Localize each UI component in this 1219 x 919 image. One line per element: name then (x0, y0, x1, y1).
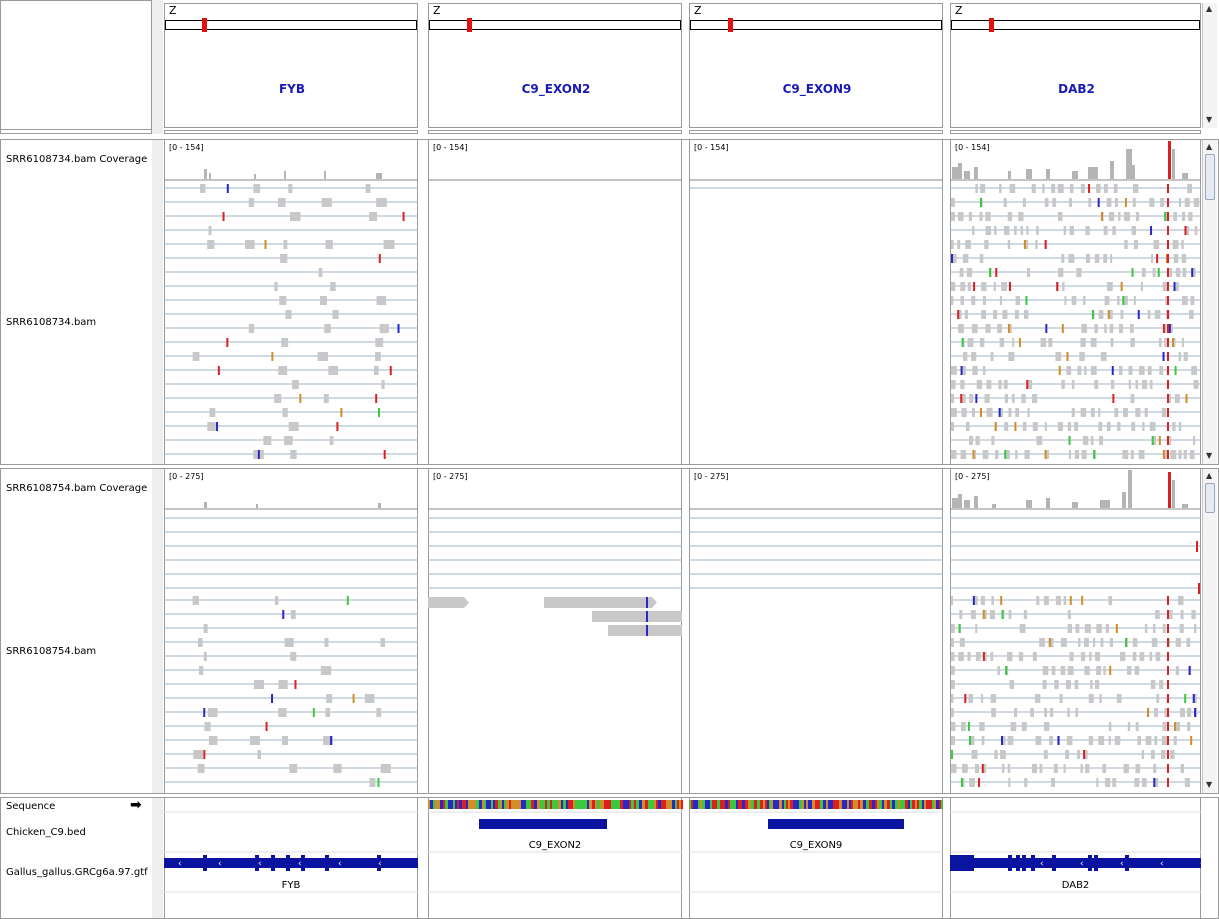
sample1-column-2[interactable] (428, 140, 682, 464)
ideogram-position-marker (202, 18, 207, 32)
scroll-up-arrow-icon[interactable]: ▲ (1206, 471, 1213, 480)
name-panel-header (0, 0, 152, 130)
locus-panel-dab2[interactable]: Z DAB2 (950, 3, 1201, 128)
header-scrollbar[interactable]: ▲ ▼ (1202, 3, 1217, 128)
scroll-down-arrow-icon[interactable]: ▼ (1206, 780, 1213, 789)
ideogram-position-marker (989, 18, 994, 32)
coverage-range-label: [0 - 154] (169, 143, 204, 152)
locus-name: DAB2 (1058, 82, 1095, 96)
header-bottom-strip (689, 130, 943, 134)
feature-column-1[interactable] (164, 798, 418, 918)
attribute-gutter-feature (152, 798, 163, 918)
locus-panel-c9-exon2[interactable]: Z C9_EXON2 (428, 3, 682, 128)
header-divider (0, 130, 152, 134)
coverage-range-label: [0 - 275] (433, 472, 468, 481)
sample2-column-2[interactable] (428, 469, 682, 793)
header-bottom-strip (428, 130, 682, 134)
sample1-column-3[interactable] (689, 140, 943, 464)
ideogram-position-marker (728, 18, 733, 32)
sample1-column-1[interactable] (164, 140, 418, 464)
strand-arrow-icon[interactable]: ➡ (130, 797, 142, 813)
bed-feature-label[interactable]: C9_EXON9 (789, 840, 843, 851)
locus-name: C9_EXON2 (521, 82, 591, 96)
ideogram-position-marker (467, 18, 472, 32)
sample2-column-1[interactable] (164, 469, 418, 793)
gtf-feature-label[interactable]: DAB2 (1061, 880, 1090, 891)
locus-panel-c9-exon9[interactable]: Z C9_EXON9 (689, 3, 943, 128)
chromosome-label: Z (955, 4, 963, 17)
coverage-range-label: [0 - 275] (955, 472, 990, 481)
sample2-column-3[interactable] (689, 469, 943, 793)
sample1-column-4[interactable] (950, 140, 1201, 464)
scroll-thumb[interactable] (1205, 483, 1215, 513)
attribute-gutter-sample1 (152, 140, 163, 464)
chromosome-ideogram[interactable] (690, 18, 942, 32)
header-bottom-strip (164, 130, 418, 134)
bed-track-label[interactable]: Chicken_C9.bed (6, 827, 86, 838)
alignment-track-label[interactable]: SRR6108754.bam (6, 646, 97, 657)
scroll-up-arrow-icon[interactable]: ▲ (1206, 142, 1213, 151)
attribute-gutter-header (152, 0, 163, 134)
alignment-track-label[interactable]: SRR6108734.bam (6, 317, 97, 328)
gtf-track-label[interactable]: Gallus_gallus.GRCg6a.97.gtf (6, 867, 148, 878)
feature-column-4[interactable] (950, 798, 1201, 918)
coverage-range-label: [0 - 275] (169, 472, 204, 481)
attribute-gutter-sample2 (152, 469, 163, 793)
scroll-thumb[interactable] (1205, 154, 1215, 200)
locus-name: C9_EXON9 (782, 82, 852, 96)
feature-column-2[interactable] (428, 798, 682, 918)
coverage-range-label: [0 - 154] (694, 143, 729, 152)
chromosome-label: Z (169, 4, 177, 17)
scroll-down-arrow-icon[interactable]: ▼ (1206, 115, 1213, 124)
sample2-scrollbar[interactable]: ▲ ▼ (1202, 469, 1217, 793)
chromosome-label: Z (433, 4, 441, 17)
coverage-range-label: [0 - 154] (955, 143, 990, 152)
coverage-range-label: [0 - 154] (433, 143, 468, 152)
bed-feature-label[interactable]: C9_EXON2 (528, 840, 582, 851)
sequence-track-label[interactable]: Sequence (6, 801, 56, 812)
gtf-feature-label[interactable]: FYB (281, 880, 301, 891)
locus-panel-fyb[interactable]: Z FYB (164, 3, 418, 128)
chromosome-ideogram[interactable] (429, 18, 681, 32)
scroll-down-arrow-icon[interactable]: ▼ (1206, 451, 1213, 460)
locus-name: FYB (278, 82, 306, 96)
coverage-track-label[interactable]: SRR6108734.bam Coverage (6, 154, 148, 165)
coverage-range-label: [0 - 275] (694, 472, 729, 481)
chromosome-ideogram[interactable] (165, 18, 417, 32)
sample1-scrollbar[interactable]: ▲ ▼ (1202, 140, 1217, 464)
scroll-up-arrow-icon[interactable]: ▲ (1206, 4, 1213, 13)
header-bottom-strip (950, 130, 1201, 134)
sample2-column-4[interactable] (950, 469, 1201, 793)
feature-column-3[interactable] (689, 798, 943, 918)
coverage-track-label[interactable]: SRR6108754.bam Coverage (6, 483, 148, 494)
chromosome-ideogram[interactable] (951, 18, 1200, 32)
chromosome-label: Z (694, 4, 702, 17)
